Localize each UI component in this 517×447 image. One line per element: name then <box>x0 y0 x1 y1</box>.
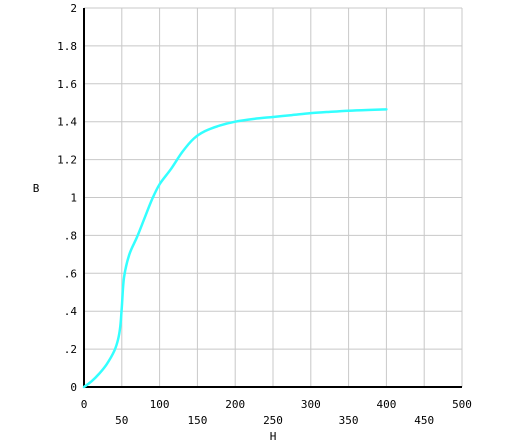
x-tick-label: 200 <box>225 398 245 411</box>
x-tick-label: 100 <box>150 398 170 411</box>
y-tick-label: .4 <box>64 305 78 318</box>
series-line <box>82 108 388 389</box>
y-tick-label: 1.4 <box>57 116 77 129</box>
x-tick-label: 300 <box>301 398 321 411</box>
y-tick-label: 1.2 <box>57 154 77 167</box>
x-tick-label: 400 <box>376 398 396 411</box>
axes <box>83 8 462 388</box>
x-tick-label: 350 <box>339 414 359 427</box>
x-axis-label: H <box>270 430 277 443</box>
x-tick-labels: 0 50 100 150 200 250 300 350 400 450 500 <box>81 398 472 427</box>
x-tick-label: 50 <box>115 414 128 427</box>
y-tick-label: 0 <box>70 381 77 394</box>
x-tick-label: 250 <box>263 414 283 427</box>
y-tick-label: .2 <box>64 343 77 356</box>
x-tick-label: 150 <box>187 414 207 427</box>
y-tick-label: .8 <box>64 229 77 242</box>
x-tick-label: 450 <box>414 414 434 427</box>
grid <box>84 7 463 387</box>
x-tick-label: 500 <box>452 398 472 411</box>
y-tick-label: .6 <box>64 267 77 280</box>
x-tick-label: 0 <box>81 398 88 411</box>
y-tick-label: 2 <box>70 2 77 15</box>
y-axis-label: B <box>33 182 40 195</box>
y-tick-label: 1 <box>70 192 77 205</box>
y-tick-label: 1.8 <box>57 40 77 53</box>
y-tick-labels: 0 .2 .4 .6 .8 1 1.2 1.4 1.6 1.8 2 <box>57 2 77 394</box>
series-layer <box>82 108 388 389</box>
y-tick-label: 1.6 <box>57 78 77 91</box>
